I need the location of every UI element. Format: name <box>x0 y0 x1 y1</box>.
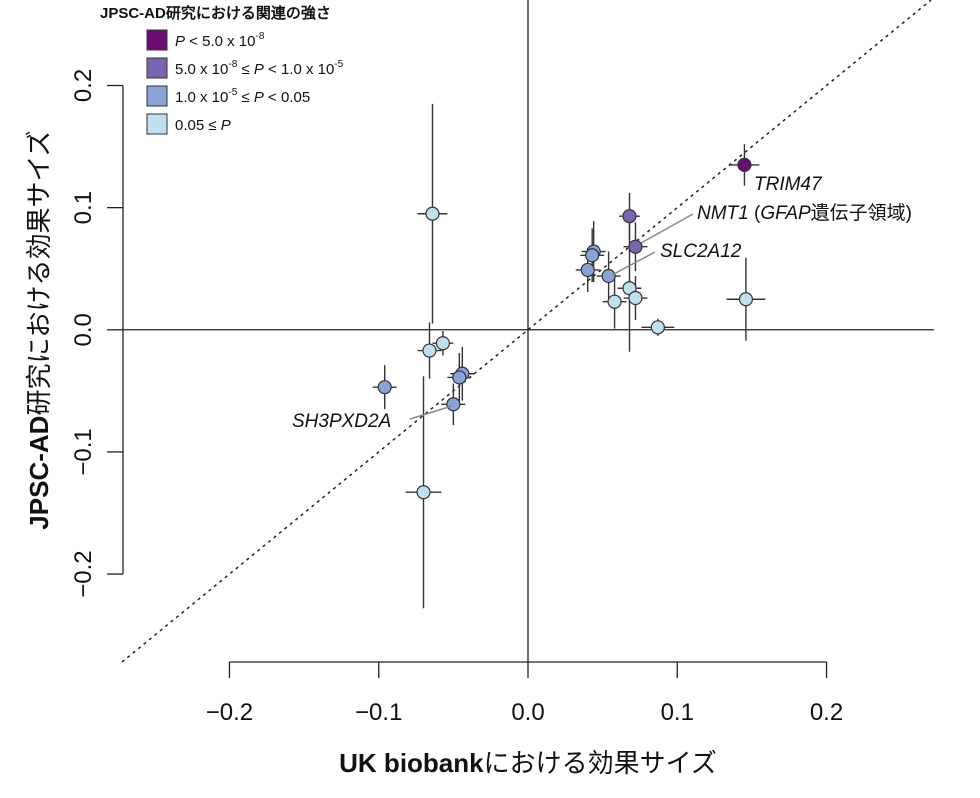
point <box>446 397 461 412</box>
legend-label: 5.0 x 10-8 ≤ P < 1.0 x 10-5 <box>175 59 344 78</box>
legend-part: ≤ <box>237 61 254 78</box>
legend-swatch <box>146 85 168 107</box>
legend-part: ≤ <box>237 89 254 106</box>
legend-part: P <box>254 61 264 78</box>
x-tick-label: 0.1 <box>661 699 694 726</box>
annotation-part: NMT1 <box>697 203 749 224</box>
point <box>737 157 752 172</box>
legend-part: < 5.0 x 10 <box>185 33 255 50</box>
marks <box>372 103 766 609</box>
x-tick-label: −0.1 <box>355 699 402 726</box>
y-tick-label: 0.0 <box>70 313 97 346</box>
legend-label: 1.0 x 10-5 ≤ P < 0.05 <box>175 87 310 106</box>
point <box>601 268 616 284</box>
point <box>585 248 600 263</box>
legend-title: JPSC-AD研究における関連の強さ <box>100 4 331 22</box>
legend-part: -5 <box>228 87 237 98</box>
legend-swatch <box>146 57 168 79</box>
legend: JPSC-AD研究における関連の強さ P < 5.0 x 10-8 5.0 x … <box>100 4 344 135</box>
x-tick-label: 0.2 <box>810 699 843 726</box>
point <box>435 336 451 351</box>
point <box>607 294 622 309</box>
point <box>416 485 431 500</box>
annotation-part: GFAP <box>760 203 811 224</box>
legend-swatch <box>146 113 168 135</box>
point <box>580 262 595 278</box>
legend-part: 5.0 x 10 <box>175 61 228 78</box>
legend-part: -8 <box>228 59 237 70</box>
point <box>452 370 467 385</box>
legend-swatch <box>146 29 168 51</box>
annotations: TRIM47 NMT1 (GFAP遺伝子領域) SLC2A12 SH3PXD2A <box>292 174 912 432</box>
y-axis-title-part: 研究における効果サイズ <box>24 130 54 415</box>
legend-part: < 0.05 <box>264 89 310 106</box>
legend-part: 0.05 ≤ <box>175 117 221 134</box>
annotation: TRIM47 <box>754 174 823 195</box>
x-axis-title-part: UK biobank <box>339 748 484 778</box>
point <box>422 343 437 358</box>
annotation-part: 遺伝子領域) <box>811 202 912 224</box>
point <box>628 290 643 306</box>
point <box>628 239 643 254</box>
axes: −0.2 −0.1 0.0 0.1 0.2 −0.2 −0.1 0.0 0.1 0.2 <box>70 0 934 726</box>
y-axis-title-part: JPSC-AD <box>24 416 54 530</box>
leader-line <box>611 251 656 276</box>
annotation-part: ( <box>749 203 761 224</box>
legend-part: P <box>221 117 231 134</box>
point <box>738 292 754 307</box>
annotation: SLC2A12 <box>660 241 742 262</box>
legend-part: -8 <box>255 31 264 42</box>
x-axis-title-part: における効果サイズ <box>484 748 717 778</box>
legend-part: -5 <box>334 59 343 70</box>
annotation: NMT1 (GFAP遺伝子領域) <box>697 202 912 224</box>
legend-part: P <box>254 89 264 106</box>
legend-part: 1.0 x 10 <box>175 89 228 106</box>
x-axis-title: UK biobankにおける効果サイズ <box>339 748 717 778</box>
point <box>650 320 665 335</box>
legend-label: 0.05 ≤ P <box>175 117 231 134</box>
point <box>377 380 392 395</box>
legend-label: P < 5.0 x 10-8 <box>175 31 265 50</box>
point <box>425 206 440 221</box>
annotation: SH3PXD2A <box>292 411 391 432</box>
legend-part: < 1.0 x 10 <box>264 61 334 78</box>
leader-line <box>640 213 694 244</box>
point <box>622 209 637 224</box>
y-tick-label: 0.1 <box>70 191 97 224</box>
x-tick-label: −0.2 <box>206 699 253 726</box>
legend-part: P <box>175 33 185 50</box>
y-tick-label: −0.2 <box>70 550 97 597</box>
leader-line <box>409 405 453 420</box>
y-tick-label: 0.2 <box>70 69 97 102</box>
x-tick-label: 0.0 <box>511 699 544 726</box>
y-axis-title: JPSC-AD研究における効果サイズ <box>24 130 54 529</box>
y-tick-label: −0.1 <box>70 428 97 475</box>
